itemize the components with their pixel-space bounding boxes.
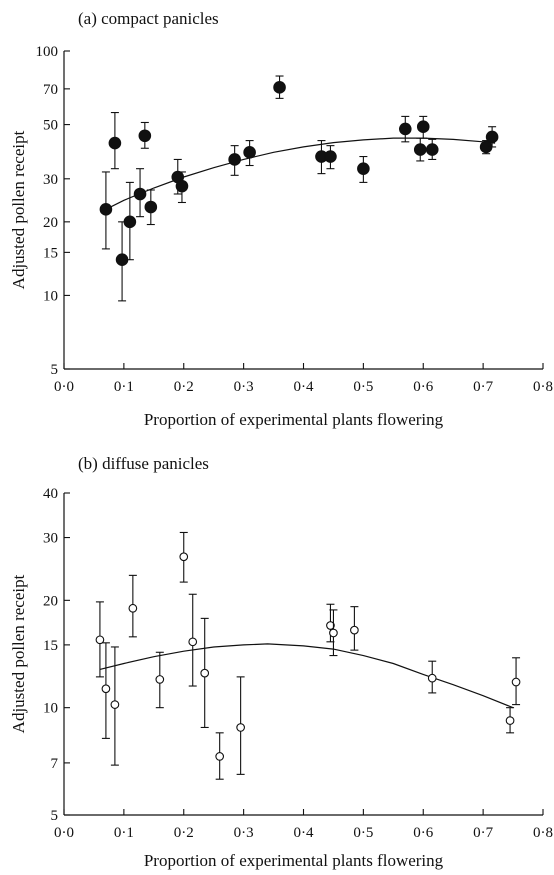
data-point [215,752,225,761]
y-tick-label: 15 [43,245,58,261]
x-tick-label: 0·0 [54,825,74,841]
data-point [179,552,189,562]
data-point [511,677,521,687]
x-tick-label: 0·7 [473,379,493,395]
data-point [243,146,256,159]
data-point [324,150,337,163]
data-point [413,143,427,156]
data-point [273,81,286,94]
data-point [128,603,138,613]
y-tick-label: 10 [43,701,58,717]
x-tick-label: 0·4 [294,379,314,395]
data-point [188,637,198,647]
data-point [425,143,439,156]
x-tick-label: 0·3 [234,825,254,841]
x-tick-label: 0·7 [473,825,493,841]
data-point [416,120,430,134]
data-point [123,215,137,229]
y-tick-label: 20 [43,215,58,231]
x-tick-label: 0·3 [234,379,254,395]
data-point [357,162,370,175]
data-point [155,675,165,684]
x-tick-label: 0·0 [54,379,74,395]
y-axis-title: Adjusted pollen receipt [9,574,28,733]
data-point [110,700,120,709]
data-point [175,179,189,193]
y-tick-label: 70 [43,82,58,98]
data-point [200,668,210,678]
panel-compact-panicles: (a) compact panicles 0·0 0·1 0·2 0·3 0·4 0·5 0·… [9,9,553,429]
x-tick-label: 0·5 [353,379,373,395]
x-tick-label: 0·2 [174,825,194,841]
y-tick-label: 30 [43,531,58,547]
data-point [398,122,412,136]
fitted-curve [105,137,496,210]
y-tick-label: 40 [43,486,58,502]
x-tick-label: 0·8 [533,825,553,841]
y-axis-title: Adjusted pollen receipt [9,130,28,289]
data-point [236,723,245,732]
data-point [329,628,338,638]
x-tick-label: 0·1 [114,379,134,395]
panel-title: (b) diffuse panicles [78,454,209,473]
data-point [138,129,152,143]
x-axis-title: Proportion of experimental plants flower… [144,851,444,870]
x-axis-title: Proportion of experimental plants flower… [144,410,444,429]
data-point [99,203,113,216]
fitted-curve [99,643,514,709]
y-tick-label: 100 [36,44,59,60]
x-tick-label: 0·4 [294,825,314,841]
data-point [101,684,111,694]
data-point [505,716,515,725]
x-tick-label: 0·2 [174,379,194,395]
data-point [485,130,499,144]
y-tick-label: 5 [51,808,59,824]
x-tick-label: 0·8 [533,379,553,395]
y-tick-label: 7 [51,756,59,772]
x-tick-label: 0·1 [114,825,134,841]
x-tick-label: 0·6 [413,825,433,841]
data-point [108,136,122,150]
x-tick-label: 0·5 [353,825,373,841]
data-point [427,673,437,683]
y-tick-label: 10 [43,288,58,304]
data-point [144,200,158,214]
x-tick-label: 0·6 [413,379,433,395]
data-point [95,635,105,645]
data-point [326,621,335,630]
panel-diffuse-panicles: (b) diffuse panicles 0·0 0·1 0·2 0·3 0·4 0·5 0·… [9,454,553,870]
y-tick-label: 15 [43,638,58,654]
y-tick-label: 30 [43,172,58,188]
y-tick-label: 5 [51,362,59,378]
y-tick-label: 50 [43,118,58,134]
data-point [133,187,147,201]
panel-title: (a) compact panicles [78,9,219,28]
data-point [350,625,359,635]
y-tick-label: 20 [43,593,58,609]
data-point [228,153,241,166]
